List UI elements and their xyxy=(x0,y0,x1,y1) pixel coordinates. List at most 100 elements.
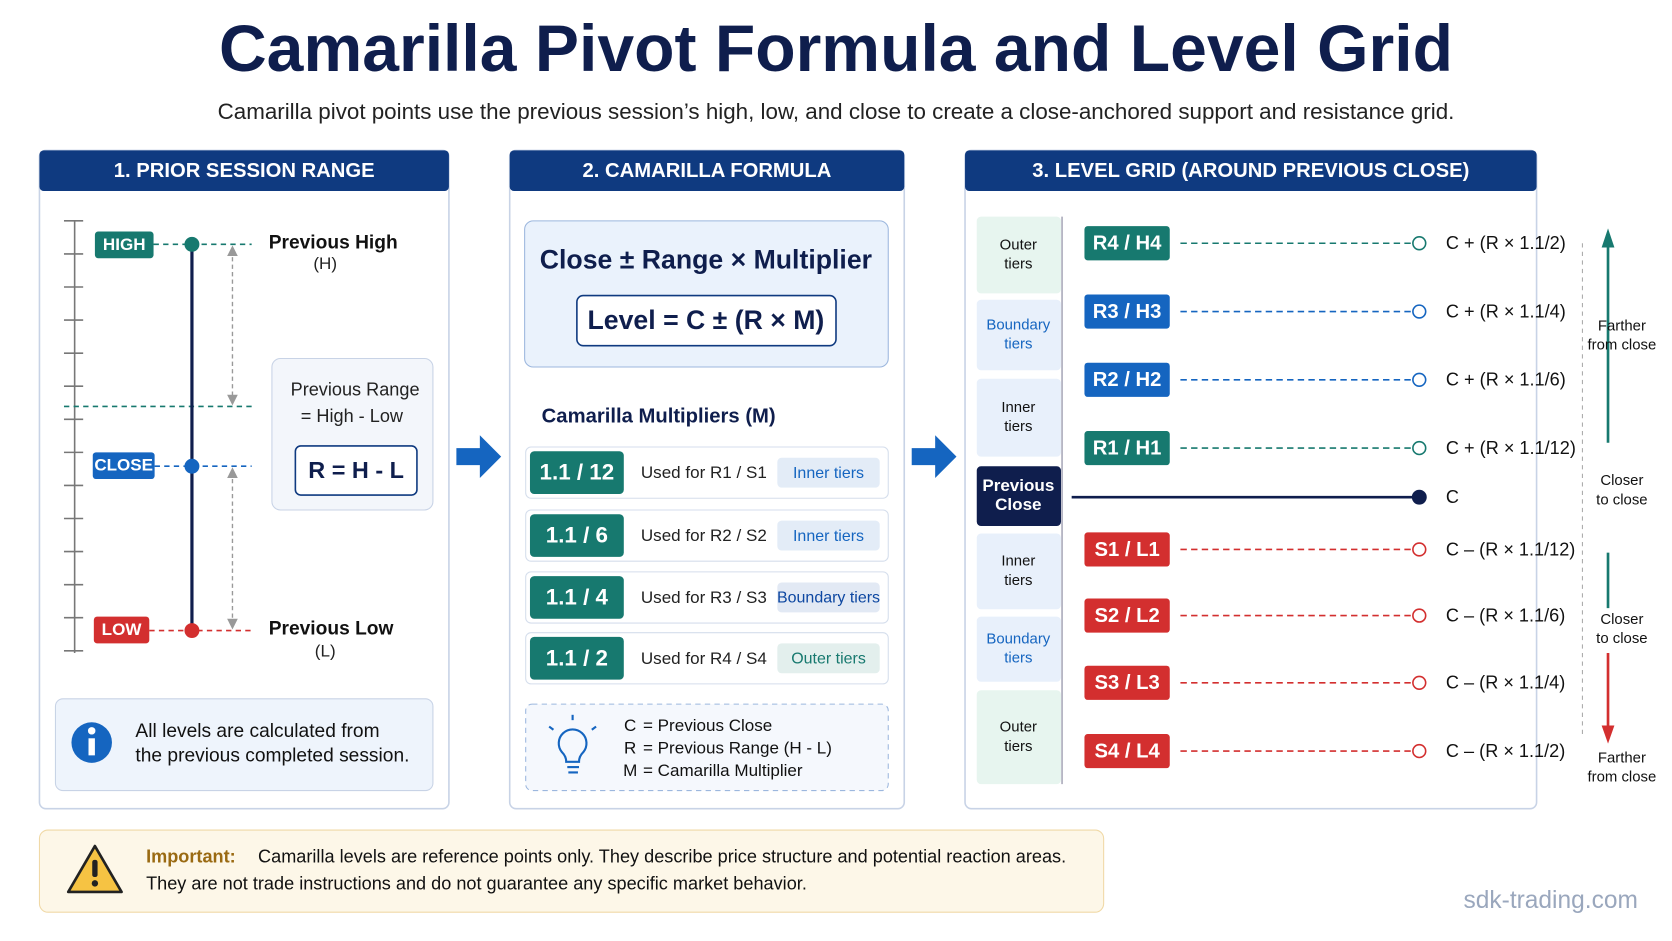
tier-pill-text: Inner tiers xyxy=(793,465,864,482)
tier-pill xyxy=(777,643,880,674)
ratio-badge xyxy=(529,576,624,619)
tier-text: Inner xyxy=(1001,399,1035,416)
tier-pill-text: Boundary tiers xyxy=(777,590,880,607)
footer: sdk-trading.com xyxy=(1464,887,1638,914)
ratio-badge xyxy=(529,514,624,557)
usage: Used for R1 / S1 xyxy=(641,463,767,482)
high-label: Previous High xyxy=(269,232,398,253)
side-notes: Farther from close Closer to close Closer to … xyxy=(1587,317,1656,785)
level-formula: C + (R × 1.1/4) xyxy=(1446,301,1566,321)
tier-text: Inner xyxy=(1001,553,1035,570)
level-formula: C + (R × 1.1/6) xyxy=(1446,370,1566,390)
usage: Used for R4 / S4 xyxy=(641,649,767,668)
side-note: to close xyxy=(1596,630,1647,647)
tier-text: tiers xyxy=(1004,650,1032,667)
side-note: from close xyxy=(1587,337,1656,354)
level-badge xyxy=(1084,226,1170,261)
level-formula-box xyxy=(576,294,837,347)
panel-header xyxy=(39,150,449,191)
tier-box xyxy=(976,616,1061,682)
arrow-heads xyxy=(227,245,238,630)
level-badge xyxy=(1084,734,1170,769)
close-tag xyxy=(92,452,155,480)
legend-text: = Previous Close xyxy=(643,716,772,735)
low-dot xyxy=(184,623,200,639)
high-dot xyxy=(184,236,200,252)
level-formula: C – (R × 1.1/4) xyxy=(1446,673,1565,693)
panel-title: 1. PRIOR SESSION RANGE xyxy=(114,160,375,182)
level-formula: C + (R × 1.1/2) xyxy=(1446,233,1566,253)
level-formula: C – (R × 1.1/2) xyxy=(1446,741,1565,761)
close-level-dot xyxy=(1411,489,1427,505)
legend: C = Previous Close R = Previous Range (H - … xyxy=(623,716,832,780)
title: Camarilla Pivot Formula and Level Grid xyxy=(219,12,1453,86)
legend-symbol: R xyxy=(624,738,636,757)
level-label: S3 / L3 xyxy=(1094,672,1159,694)
level-label: S4 / L4 xyxy=(1094,741,1160,763)
range-text: = High - Low xyxy=(301,406,404,426)
legend-text: = Camarilla Multiplier xyxy=(643,761,803,780)
legend-symbol: C xyxy=(624,716,636,735)
subtitle: Camarilla pivot points use the previous … xyxy=(218,99,1455,124)
range-text: Previous Range xyxy=(291,379,420,399)
low-symbol: (L) xyxy=(315,641,336,660)
range-formula: R = H - L xyxy=(308,457,404,483)
level-formula: Level = C ± (R × M) xyxy=(588,305,825,335)
info-box xyxy=(54,698,434,792)
tier-text: Outer xyxy=(1000,236,1037,253)
level-label: S1 / L1 xyxy=(1094,539,1159,561)
ratio-badge xyxy=(529,451,624,494)
warning-dot xyxy=(91,880,99,887)
tier-text: Boundary xyxy=(986,631,1050,648)
warning-bar xyxy=(92,859,98,877)
level-formula: C – (R × 1.1/12) xyxy=(1446,539,1575,559)
tier-text: tiers xyxy=(1004,572,1032,589)
tier-text: tiers xyxy=(1004,336,1032,353)
tier-text: Outer xyxy=(1000,719,1037,736)
tiers: Outer tiers Boundary tiers Inner tiers Previou… xyxy=(976,216,1061,785)
multipliers-title: Camarilla Multipliers (M) xyxy=(542,406,776,428)
ruler xyxy=(63,220,84,653)
info-icon-dot xyxy=(87,727,96,735)
level-label: S2 / L2 xyxy=(1094,605,1159,627)
level-formula: C + (R × 1.1/12) xyxy=(1446,438,1576,458)
level-badge xyxy=(1084,598,1170,633)
bulb-icon xyxy=(548,714,597,774)
tier-box xyxy=(976,690,1061,785)
side-note: Farther xyxy=(1598,749,1646,766)
tier-pill-text: Inner tiers xyxy=(793,528,864,545)
high-tag-text: HIGH xyxy=(103,235,146,254)
side-note: from close xyxy=(1587,769,1656,786)
legend-symbol: M xyxy=(623,761,637,780)
tier-pill xyxy=(777,520,880,551)
level-dot xyxy=(1412,236,1427,251)
info-text: All levels are calculated from xyxy=(135,721,379,742)
legend-text: = Previous Range (H - L) xyxy=(643,738,832,757)
low-label: Previous Low xyxy=(269,619,394,640)
side-note: Closer xyxy=(1600,472,1643,489)
tier-pill xyxy=(777,457,880,488)
level-dot xyxy=(1412,372,1427,388)
panel-title: 3. LEVEL GRID (AROUND PREVIOUS CLOSE) xyxy=(1032,160,1469,182)
side-arrow-head xyxy=(1601,725,1615,744)
level-formula: C – (R × 1.1/6) xyxy=(1446,605,1565,625)
tier-text: Previous xyxy=(982,476,1054,495)
low-tag-text: LOW xyxy=(102,620,143,639)
ratio: 1.1 / 4 xyxy=(546,584,609,609)
multipliers: 1.1 / 12 Used for R1 / S1 Inner tiers 1.1 /… xyxy=(525,446,889,685)
tier-box xyxy=(976,533,1061,610)
level-badge xyxy=(1084,431,1170,466)
range-formula-box xyxy=(294,445,418,496)
level-label: R4 / H4 xyxy=(1093,233,1162,255)
level-dot xyxy=(1412,440,1427,456)
tier-pill-text: Outer tiers xyxy=(791,651,866,668)
panel-header xyxy=(509,150,905,191)
side-note: Farther xyxy=(1598,317,1646,334)
high-tag xyxy=(94,231,154,259)
level-label: R2 / H2 xyxy=(1093,369,1162,391)
notice-text: Camarilla levels are reference points on… xyxy=(258,847,1066,867)
notice-box xyxy=(38,829,1105,913)
level-badge xyxy=(1084,362,1170,397)
usage: Used for R2 / S2 xyxy=(641,526,767,545)
level-label: R3 / H3 xyxy=(1093,301,1162,323)
